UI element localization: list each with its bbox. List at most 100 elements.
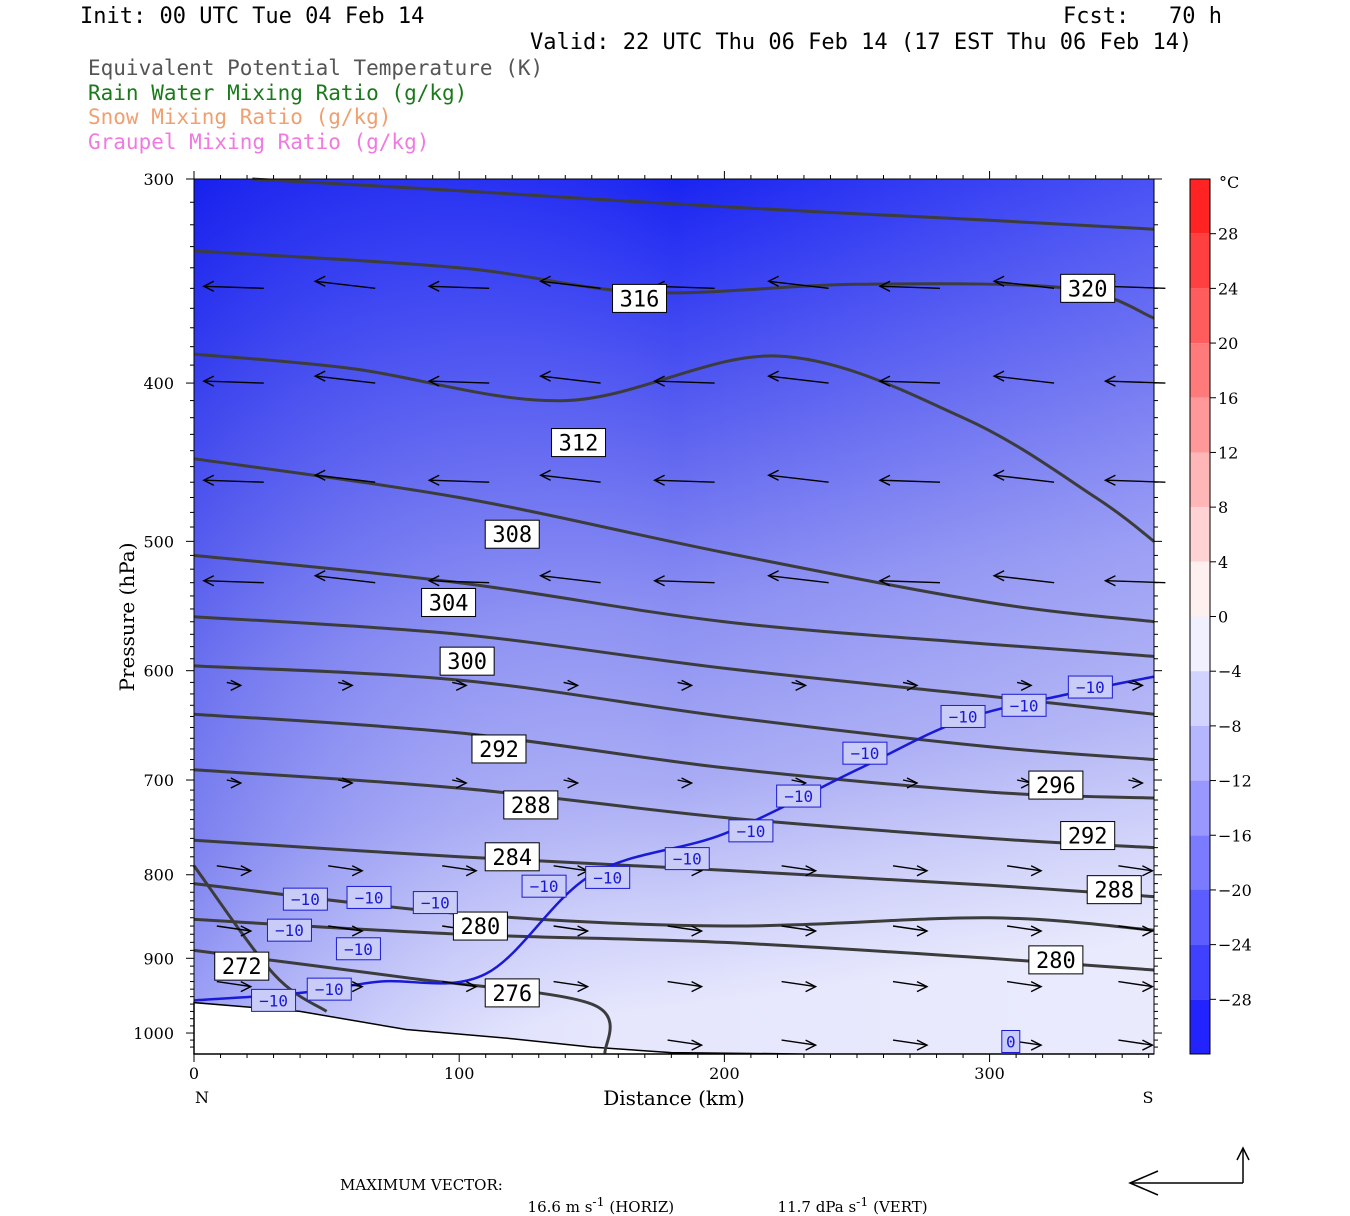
wind-arrowhead	[455, 679, 468, 692]
wind-arrowhead	[341, 679, 354, 692]
y-tick-label: 900	[143, 949, 174, 968]
wind-arrowhead	[691, 925, 704, 937]
colorbar-segment	[1190, 179, 1210, 234]
wind-arrow	[994, 474, 1055, 483]
colorbar-segment	[1190, 288, 1210, 344]
wind-arrow	[216, 865, 251, 872]
theta-e-label: 312	[559, 432, 599, 457]
x-end-label-north: N	[195, 1088, 209, 1107]
wind-arrow	[892, 1039, 928, 1046]
wind-arrowhead	[805, 1039, 818, 1051]
temperature-label-box	[728, 819, 774, 843]
theta-e-label: 272	[222, 955, 262, 980]
theta-e-label-box	[1060, 273, 1116, 303]
wind-arrowhead	[313, 570, 326, 582]
theta-e-label-box	[484, 978, 540, 1008]
wind-arrow	[540, 575, 601, 584]
x-tick-label: 300	[974, 1064, 1005, 1083]
temperature-label-box	[266, 918, 312, 942]
theta-e-contour	[193, 664, 1155, 761]
theta-e-label-box	[421, 587, 477, 617]
theta-e-label-box	[484, 842, 540, 872]
wind-arrow	[1118, 1039, 1153, 1046]
wind-arrow	[203, 479, 264, 483]
wind-arrowhead	[427, 575, 440, 587]
theta-e-label-box	[439, 646, 495, 676]
wind-arrowhead	[681, 777, 694, 789]
temperature-label: −10	[673, 850, 702, 869]
wind-arrowhead	[202, 280, 215, 292]
theta-e-contour	[193, 768, 1155, 850]
wind-arrowhead	[539, 275, 551, 287]
colorbar-segment	[1190, 233, 1210, 289]
wind-arrowhead	[351, 980, 364, 993]
legend-snow: Snow Mixing Ratio (g/kg)	[88, 105, 392, 129]
theta-e-label: 296	[1036, 774, 1076, 799]
colorbar-tick-label: 20	[1218, 334, 1238, 353]
wind-arrowhead	[906, 777, 919, 789]
wind-arrowhead	[1142, 925, 1154, 937]
x-tick-label: 100	[444, 1064, 475, 1083]
colorbar-tick-label: −8	[1218, 717, 1242, 736]
wind-arrow	[1006, 925, 1042, 932]
max-vert-vector: 11.7 dPa s-1 (VERT)	[777, 1194, 928, 1216]
wind-arrow	[892, 925, 928, 932]
wind-arrow	[540, 280, 601, 289]
wind-arrowhead	[240, 865, 253, 877]
wind-arrowhead	[1030, 980, 1043, 993]
wind-arrowhead	[427, 474, 440, 486]
wind-arrowhead	[567, 679, 580, 692]
wind-arrowhead	[465, 865, 478, 877]
colorbar-tick-label: 16	[1218, 389, 1238, 408]
temperature-label: −10	[736, 822, 765, 841]
theta-e-label-box	[1060, 821, 1116, 851]
colorbar-segment	[1190, 671, 1210, 726]
wind-arrowhead	[1132, 679, 1144, 692]
wind-arrowhead	[1020, 679, 1033, 692]
wind-arrowhead	[1030, 865, 1043, 877]
colorbar-tick-label: −16	[1218, 826, 1252, 845]
theta-e-label: 284	[492, 846, 532, 871]
temperature-label-box	[412, 891, 458, 915]
theta-e-contour	[252, 177, 1155, 231]
wind-arrowhead	[427, 375, 440, 387]
wind-arrow	[315, 280, 376, 289]
wind-arrowhead	[653, 375, 665, 387]
wind-arrow	[892, 865, 928, 872]
wind-arrowhead	[351, 865, 364, 877]
wind-arrow	[1118, 925, 1153, 932]
colorbar-tick-label: −24	[1218, 936, 1252, 955]
wind-arrow	[1118, 980, 1153, 988]
wind-arrowhead	[916, 865, 929, 877]
wind-arrowhead	[240, 925, 253, 937]
wind-arrow	[429, 479, 490, 483]
legend-rain: Rain Water Mixing Ratio (g/kg)	[88, 81, 468, 105]
wind-arrow	[994, 280, 1055, 289]
wind-arrow	[203, 580, 264, 584]
y-axis-title: Pressure (hPa)	[115, 543, 139, 692]
wind-arrow	[768, 575, 829, 584]
temperature-label: −10	[344, 940, 373, 959]
wind-arrow	[553, 980, 588, 988]
wind-arrowhead	[202, 474, 215, 486]
wind-arrowhead	[1030, 1039, 1043, 1051]
max-horiz-vector: 16.6 m s-1 (HORIZ)	[527, 1194, 675, 1216]
x-axis-title: Distance (km)	[603, 1086, 745, 1110]
wind-arrow	[654, 380, 715, 384]
temperature-label-box	[346, 885, 392, 909]
colorbar-segment	[1190, 397, 1210, 453]
wind-arrowhead	[992, 275, 1005, 287]
wind-arrow	[1006, 865, 1042, 872]
wind-vectors	[202, 275, 1166, 1051]
colorbar-tick-label: 24	[1218, 279, 1238, 298]
temperature-label: −10	[530, 877, 559, 896]
wind-arrow	[994, 575, 1055, 584]
vert-exponent: -1	[856, 1194, 869, 1209]
wind-arrowhead	[1142, 980, 1154, 993]
temperature-label: −10	[949, 707, 978, 726]
wind-arrow	[203, 285, 264, 289]
colorbar-segment	[1190, 889, 1210, 945]
wind-arrowhead	[795, 679, 808, 692]
forecast-hour: Fcst: 70 h	[1063, 4, 1222, 29]
